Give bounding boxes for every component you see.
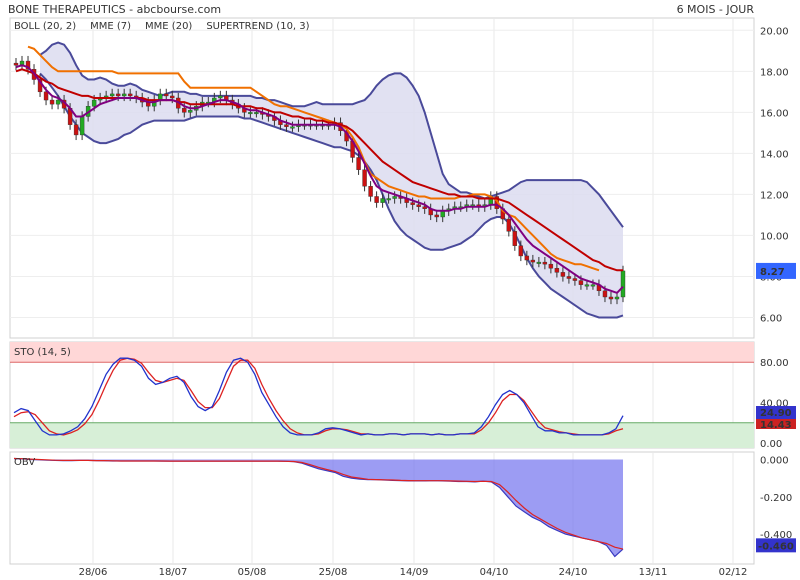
- candle-body: [290, 126, 295, 129]
- candle-body: [121, 93, 127, 97]
- overbought-zone: [10, 342, 754, 363]
- sto-d-line: [13, 357, 624, 436]
- candle-body: [566, 276, 572, 279]
- mme7-line: [15, 64, 624, 295]
- candle-body: [590, 284, 596, 287]
- candle-body: [608, 296, 614, 300]
- price-last-value-tag: [756, 262, 796, 279]
- price-y-tick-label: 10.00: [760, 231, 789, 242]
- candle-body: [554, 268, 560, 273]
- candle-body: [536, 261, 542, 264]
- candle-body: [218, 95, 223, 99]
- obv-y-tick-label: 0.000: [760, 455, 789, 466]
- price-legend-item: MME (20): [145, 21, 192, 32]
- candle-body: [79, 116, 85, 136]
- x-tick-label: 28/06: [79, 567, 108, 578]
- candle-body: [13, 62, 19, 66]
- candle-body: [578, 280, 584, 285]
- candle-body: [43, 91, 49, 101]
- price-y-tick-label: 6.00: [760, 313, 782, 324]
- candle-body: [188, 110, 193, 113]
- candle-body: [560, 272, 566, 277]
- x-tick-label: 02/12: [719, 567, 748, 578]
- candle-body: [602, 290, 608, 298]
- price-legend-item: BOLL (20, 2): [14, 21, 76, 32]
- price-legend-item: SUPERTREND (10, 3): [206, 21, 309, 32]
- x-tick-label: 13/11: [639, 567, 668, 578]
- sto-d-value-tag: [756, 419, 796, 429]
- x-tick-label: 04/10: [480, 567, 509, 578]
- candle-body: [182, 108, 187, 113]
- candle-body: [115, 93, 121, 97]
- chart-title: BONE THERAPEUTICS - abcbourse.com: [8, 3, 221, 16]
- candle-body: [91, 99, 97, 107]
- price-y-tick-label: 20.00: [760, 26, 789, 37]
- obv-y-tick-label: -0.200: [760, 493, 792, 504]
- sto-y-tick-label: 80.00: [760, 358, 789, 369]
- candle-body: [572, 278, 578, 281]
- candle-body: [73, 124, 79, 136]
- candle-body: [614, 296, 620, 300]
- candle-body: [284, 124, 289, 127]
- candle-body: [368, 186, 373, 197]
- candle-body: [410, 202, 415, 205]
- candle-body: [518, 245, 524, 257]
- candle-body: [127, 93, 133, 97]
- candle-body: [109, 93, 115, 97]
- candle-body: [584, 284, 590, 287]
- x-tick-label: 14/09: [400, 567, 429, 578]
- candle-body: [530, 259, 536, 263]
- candle-body: [548, 263, 554, 269]
- candle-body: [512, 231, 518, 246]
- candle-body: [248, 112, 253, 115]
- price-y-tick-label: 12.00: [760, 190, 789, 201]
- x-tick-label: 24/10: [559, 567, 588, 578]
- candle-body: [422, 206, 427, 209]
- sto-legend-item: STO (14, 5): [14, 347, 71, 358]
- candle-body: [49, 99, 55, 105]
- obv-last-value-tag: [756, 538, 796, 553]
- candle-body: [356, 157, 361, 170]
- candle-body: [542, 261, 548, 265]
- sto-k-value: 24.90: [760, 408, 792, 419]
- bollinger-upper-line: [39, 41, 624, 228]
- obv-last-value: -0.460: [758, 541, 794, 552]
- sto-d-value: 14.43: [760, 420, 792, 431]
- candle-body: [506, 218, 512, 232]
- price-y-tick-label: 14.00: [760, 149, 789, 160]
- price-y-tick-label: 16.00: [760, 108, 789, 119]
- candle-body: [362, 169, 367, 187]
- candle-body: [434, 214, 439, 218]
- candle-body: [374, 196, 379, 203]
- period-label: 6 MOIS - JOUR: [677, 3, 755, 16]
- price-last-value: 8.27: [760, 267, 785, 278]
- candle-body: [392, 196, 397, 199]
- candle-body: [170, 95, 175, 99]
- candle-body: [25, 60, 31, 70]
- price-legend-item: MME (7): [90, 21, 131, 32]
- sto-y-tick-label: 40.00: [760, 399, 789, 410]
- candle-body: [386, 198, 391, 201]
- price-y-tick-label: 18.00: [760, 67, 789, 78]
- candle-body: [524, 255, 530, 261]
- candle-body: [164, 93, 169, 97]
- x-tick-label: 25/08: [319, 567, 348, 578]
- obv-legend-item: OBV: [14, 457, 35, 468]
- supertrend-line: [27, 45, 600, 272]
- sto-k-line: [13, 357, 624, 436]
- obv-signal-line: [13, 457, 624, 550]
- x-tick-label: 18/07: [159, 567, 188, 578]
- obv-y-tick-label: -0.400: [760, 530, 792, 541]
- obv-area: [14, 458, 623, 557]
- candle-body: [55, 99, 61, 105]
- candle-body: [416, 204, 421, 207]
- x-tick-label: 05/08: [238, 567, 267, 578]
- candle-body: [620, 270, 626, 298]
- candle-body: [380, 198, 385, 203]
- sto-y-tick-label: 0.00: [760, 439, 782, 450]
- sto-k-value-tag: [756, 406, 796, 419]
- candle-body: [254, 112, 259, 115]
